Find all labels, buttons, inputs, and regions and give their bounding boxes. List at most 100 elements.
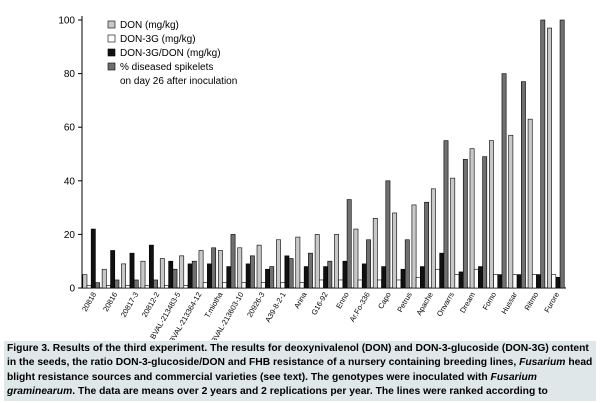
bar bbox=[420, 266, 425, 289]
bar bbox=[357, 279, 363, 289]
bar bbox=[172, 268, 178, 289]
x-tick-label: Onvarrs bbox=[435, 290, 456, 318]
bar bbox=[454, 274, 460, 289]
bar bbox=[211, 247, 217, 289]
bar bbox=[226, 266, 232, 289]
bar bbox=[521, 81, 526, 289]
bar bbox=[555, 276, 561, 289]
bar bbox=[95, 282, 100, 289]
bar bbox=[121, 263, 127, 289]
bar bbox=[249, 255, 255, 289]
x-tick-label: G16-92 bbox=[309, 291, 329, 317]
legend-swatch bbox=[107, 62, 116, 71]
bar bbox=[179, 255, 185, 289]
x-tick-label: Furore bbox=[542, 291, 561, 315]
bar bbox=[540, 19, 546, 289]
bar bbox=[106, 285, 111, 289]
x-tick-label: T.miotha bbox=[203, 290, 225, 320]
y-tick-label: 0 bbox=[69, 284, 75, 295]
x-tick-label: Ritmo bbox=[523, 291, 541, 312]
x-tick-label: Petrus bbox=[395, 290, 414, 313]
bar bbox=[284, 255, 290, 289]
legend-swatch bbox=[107, 48, 116, 57]
bar bbox=[338, 279, 344, 289]
bar bbox=[114, 279, 120, 289]
bar bbox=[430, 188, 436, 289]
bar bbox=[377, 279, 382, 289]
x-tick-label: Arina bbox=[292, 290, 309, 310]
y-axis-ticks: 0 20 40 60 80 100 bbox=[58, 16, 82, 295]
bar bbox=[82, 274, 88, 289]
bar bbox=[439, 252, 445, 289]
bar bbox=[129, 252, 135, 289]
bar bbox=[237, 247, 243, 289]
x-tick-label: 20816 bbox=[101, 291, 119, 314]
figure-caption: Figure 3. Results of the third experimen… bbox=[4, 341, 596, 401]
bar bbox=[265, 268, 270, 289]
chart-bars bbox=[82, 19, 565, 289]
bar bbox=[164, 285, 169, 289]
y-tick-label: 100 bbox=[58, 16, 75, 27]
bar bbox=[256, 244, 262, 289]
x-tick-label: Ar.Fo-336 bbox=[348, 291, 372, 324]
bar bbox=[469, 148, 475, 289]
bar bbox=[381, 266, 387, 289]
bar bbox=[260, 282, 266, 289]
chart-legend: DON (mg/kg) DON-3G (mg/kg) DON-3G/DON (mg/… bbox=[107, 20, 237, 87]
legend-label: DON (mg/kg) bbox=[120, 20, 179, 31]
bar bbox=[319, 279, 324, 289]
bar bbox=[314, 234, 320, 289]
x-tick-label: Enno bbox=[334, 291, 351, 311]
y-tick-label: 40 bbox=[64, 176, 76, 187]
bar bbox=[404, 239, 410, 289]
x-tick-label: Capo bbox=[376, 291, 393, 311]
bar bbox=[334, 234, 339, 289]
bar bbox=[222, 282, 228, 289]
x-tick-label: A39-8-2-1 bbox=[263, 291, 287, 324]
x-tick-label: Dream bbox=[458, 291, 477, 315]
bar bbox=[489, 140, 494, 289]
caption-text-2: head blight resistance sources and comme… bbox=[7, 357, 593, 383]
legend-swatch bbox=[107, 34, 116, 43]
bar bbox=[493, 274, 499, 289]
bar bbox=[110, 250, 116, 289]
bar bbox=[516, 274, 522, 289]
bar bbox=[308, 252, 313, 289]
legend-swatch bbox=[107, 20, 116, 29]
bar bbox=[527, 118, 533, 289]
bar bbox=[415, 276, 421, 289]
x-tick-label: Apache bbox=[414, 291, 435, 318]
caption-text-3: . The data are means over 2 years and 2 … bbox=[7, 386, 548, 401]
bar bbox=[125, 285, 131, 289]
bar bbox=[346, 199, 352, 289]
x-tick-label: 20817-3 bbox=[119, 291, 141, 319]
bar bbox=[327, 260, 333, 289]
bar-chart: 0 20 40 60 80 100 20818 20816 20817-3 20812-2BVA… bbox=[58, 16, 566, 340]
bar bbox=[217, 250, 223, 289]
legend-label: DON-3G/DON (mg/kg) bbox=[120, 48, 221, 59]
bar bbox=[295, 236, 301, 289]
bar bbox=[230, 234, 236, 289]
bar bbox=[443, 140, 449, 289]
bar bbox=[183, 285, 189, 289]
caption-italic-2: Fusarium graminearum bbox=[7, 371, 537, 398]
bar bbox=[86, 285, 92, 289]
bar bbox=[559, 19, 565, 289]
bar bbox=[501, 73, 507, 289]
bar bbox=[207, 263, 212, 289]
bar bbox=[512, 274, 518, 289]
bar bbox=[153, 279, 158, 289]
bar bbox=[198, 250, 204, 289]
y-tick-label: 20 bbox=[64, 230, 76, 241]
bar bbox=[385, 180, 391, 289]
bar bbox=[536, 274, 541, 289]
bar bbox=[361, 263, 367, 289]
bar bbox=[392, 212, 398, 289]
x-axis-labels: 20818 20816 20817-3 20812-2BVAL-213483-5BVA… bbox=[80, 290, 561, 340]
x-tick-label: 20818 bbox=[80, 291, 98, 314]
y-tick-label: 60 bbox=[64, 123, 76, 134]
legend-label: on day 26 after inoculation bbox=[120, 76, 237, 87]
legend-label: % diseased spikelets bbox=[120, 62, 213, 73]
x-tick-label: 20926-3 bbox=[245, 291, 267, 319]
bar bbox=[450, 177, 456, 289]
